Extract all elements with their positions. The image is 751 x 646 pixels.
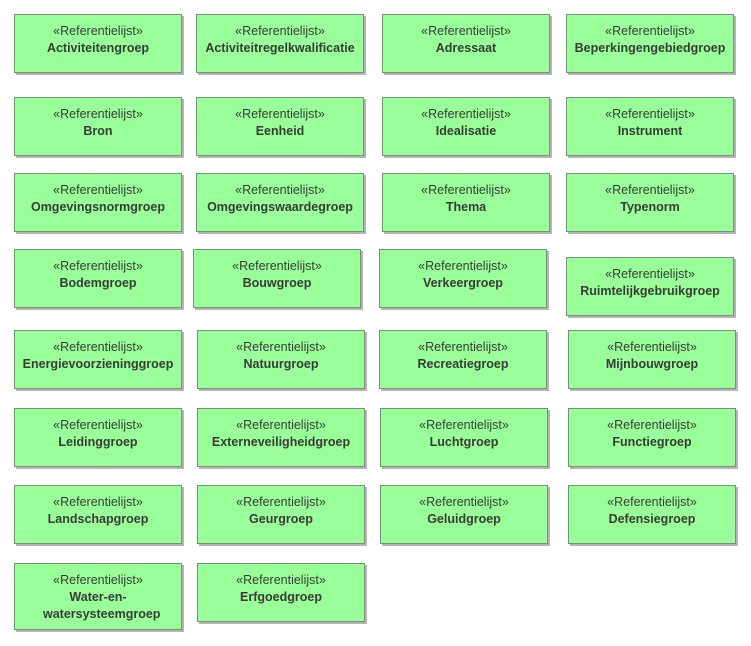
class-name: Omgevingswaardegroep xyxy=(207,200,353,214)
stereotype-label: «Referentielijst» xyxy=(232,259,322,273)
class-name: Activiteitregelkwalificatie xyxy=(205,41,355,55)
class-box-eenheid[interactable]: «Referentielijst» Eenheid xyxy=(196,97,364,156)
class-box-natuurgroep[interactable]: «Referentielijst» Natuurgroep xyxy=(197,330,365,389)
class-box-defensiegroep[interactable]: «Referentielijst» Defensiegroep xyxy=(568,485,736,544)
stereotype-label: «Referentielijst» xyxy=(419,418,509,432)
class-name: Recreatiegroep xyxy=(417,357,509,371)
stereotype-label: «Referentielijst» xyxy=(607,418,697,432)
stereotype-label: «Referentielijst» xyxy=(607,340,697,354)
class-box-activiteitengroep[interactable]: «Referentielijst» Activiteitengroep xyxy=(14,14,182,73)
class-name: Mijnbouwgroep xyxy=(605,357,699,371)
stereotype-label: «Referentielijst» xyxy=(418,259,508,273)
class-box-water-en-watersysteemgroep[interactable]: «Referentielijst» Water-en-watersysteemg… xyxy=(14,563,182,630)
class-box-leidinggroep[interactable]: «Referentielijst» Leidinggroep xyxy=(14,408,182,467)
class-name: Externeveiligheidgroep xyxy=(211,435,351,449)
class-box-verkeergroep[interactable]: «Referentielijst» Verkeergroep xyxy=(379,249,547,308)
class-name: Geluidgroep xyxy=(427,512,501,526)
class-box-activiteitregelkwalificatie[interactable]: «Referentielijst» Activiteitregelkwalifi… xyxy=(196,14,364,73)
class-name: Defensiegroep xyxy=(608,512,696,526)
class-box-idealisatie[interactable]: «Referentielijst» Idealisatie xyxy=(382,97,550,156)
stereotype-label: «Referentielijst» xyxy=(419,495,509,509)
stereotype-label: «Referentielijst» xyxy=(53,183,143,197)
class-box-adressaat[interactable]: «Referentielijst» Adressaat xyxy=(382,14,550,73)
stereotype-label: «Referentielijst» xyxy=(53,340,143,354)
class-name: Eenheid xyxy=(255,124,305,138)
class-name: Bouwgroep xyxy=(242,276,312,290)
stereotype-label: «Referentielijst» xyxy=(421,183,511,197)
stereotype-label: «Referentielijst» xyxy=(235,24,325,38)
class-box-bouwgroep[interactable]: «Referentielijst» Bouwgroep xyxy=(193,249,361,308)
class-name: Bron xyxy=(83,124,113,138)
class-box-mijnbouwgroep[interactable]: «Referentielijst» Mijnbouwgroep xyxy=(568,330,736,389)
stereotype-label: «Referentielijst» xyxy=(605,24,695,38)
class-box-geurgroep[interactable]: «Referentielijst» Geurgroep xyxy=(197,485,365,544)
class-box-omgevingsnormgroep[interactable]: «Referentielijst» Omgevingsnormgroep xyxy=(14,173,182,232)
class-name: Energievoorzieninggroep xyxy=(22,357,174,371)
stereotype-label: «Referentielijst» xyxy=(418,340,508,354)
stereotype-label: «Referentielijst» xyxy=(605,107,695,121)
class-box-functiegroep[interactable]: «Referentielijst» Functiegroep xyxy=(568,408,736,467)
class-box-geluidgroep[interactable]: «Referentielijst» Geluidgroep xyxy=(380,485,548,544)
class-box-externeveiligheidgroep[interactable]: «Referentielijst» Externeveiligheidgroep xyxy=(197,408,365,467)
class-name: Activiteitengroep xyxy=(46,41,150,55)
class-name: Luchtgroep xyxy=(429,435,499,449)
stereotype-label: «Referentielijst» xyxy=(235,183,325,197)
class-name: Leidinggroep xyxy=(58,435,138,449)
class-box-omgevingswaardegroep[interactable]: «Referentielijst» Omgevingswaardegroep xyxy=(196,173,364,232)
stereotype-label: «Referentielijst» xyxy=(235,107,325,121)
class-name: Landschapgroep xyxy=(47,512,149,526)
class-name: Thema xyxy=(445,200,487,214)
class-name: Typenorm xyxy=(620,200,680,214)
class-box-instrument[interactable]: «Referentielijst» Instrument xyxy=(566,97,734,156)
class-box-thema[interactable]: «Referentielijst» Thema xyxy=(382,173,550,232)
class-name: Erfgoedgroep xyxy=(240,590,322,604)
stereotype-label: «Referentielijst» xyxy=(421,107,511,121)
stereotype-label: «Referentielijst» xyxy=(53,573,143,587)
stereotype-label: «Referentielijst» xyxy=(53,418,143,432)
stereotype-label: «Referentielijst» xyxy=(53,24,143,38)
class-name: Natuurgroep xyxy=(243,357,319,371)
class-box-beperkingengebiedgroep[interactable]: «Referentielijst» Beperkingengebiedgroep xyxy=(566,14,734,73)
stereotype-label: «Referentielijst» xyxy=(53,107,143,121)
class-box-bodemgroep[interactable]: «Referentielijst» Bodemgroep xyxy=(14,249,182,308)
class-name: Ruimtelijkgebruikgroep xyxy=(580,284,720,298)
class-name: Bodemgroep xyxy=(59,276,137,290)
class-box-typenorm[interactable]: «Referentielijst» Typenorm xyxy=(566,173,734,232)
class-box-erfgoedgroep[interactable]: «Referentielijst» Erfgoedgroep xyxy=(197,563,365,622)
class-name: Omgevingsnormgroep xyxy=(30,200,166,214)
stereotype-label: «Referentielijst» xyxy=(605,183,695,197)
class-name: Beperkingengebiedgroep xyxy=(574,41,726,55)
class-name: Instrument xyxy=(617,124,683,138)
class-name: Water-en-watersysteemgroep xyxy=(43,590,161,621)
class-box-bron[interactable]: «Referentielijst» Bron xyxy=(14,97,182,156)
class-box-landschapgroep[interactable]: «Referentielijst» Landschapgroep xyxy=(14,485,182,544)
class-box-recreatiegroep[interactable]: «Referentielijst» Recreatiegroep xyxy=(379,330,547,389)
class-box-energievoorzieninggroep[interactable]: «Referentielijst» Energievoorzieninggroe… xyxy=(14,330,182,389)
stereotype-label: «Referentielijst» xyxy=(53,259,143,273)
stereotype-label: «Referentielijst» xyxy=(53,495,143,509)
stereotype-label: «Referentielijst» xyxy=(236,340,326,354)
class-name: Verkeergroep xyxy=(423,276,503,290)
stereotype-label: «Referentielijst» xyxy=(605,267,695,281)
stereotype-label: «Referentielijst» xyxy=(236,573,326,587)
stereotype-label: «Referentielijst» xyxy=(236,495,326,509)
class-name: Geurgroep xyxy=(249,512,313,526)
stereotype-label: «Referentielijst» xyxy=(236,418,326,432)
stereotype-label: «Referentielijst» xyxy=(607,495,697,509)
class-name: Adressaat xyxy=(435,41,497,55)
class-name: Idealisatie xyxy=(435,124,497,138)
class-box-luchtgroep[interactable]: «Referentielijst» Luchtgroep xyxy=(380,408,548,467)
stereotype-label: «Referentielijst» xyxy=(421,24,511,38)
class-name: Functiegroep xyxy=(612,435,692,449)
class-box-ruimtelijkgebruikgroep[interactable]: «Referentielijst» Ruimtelijkgebruikgroep xyxy=(566,257,734,316)
